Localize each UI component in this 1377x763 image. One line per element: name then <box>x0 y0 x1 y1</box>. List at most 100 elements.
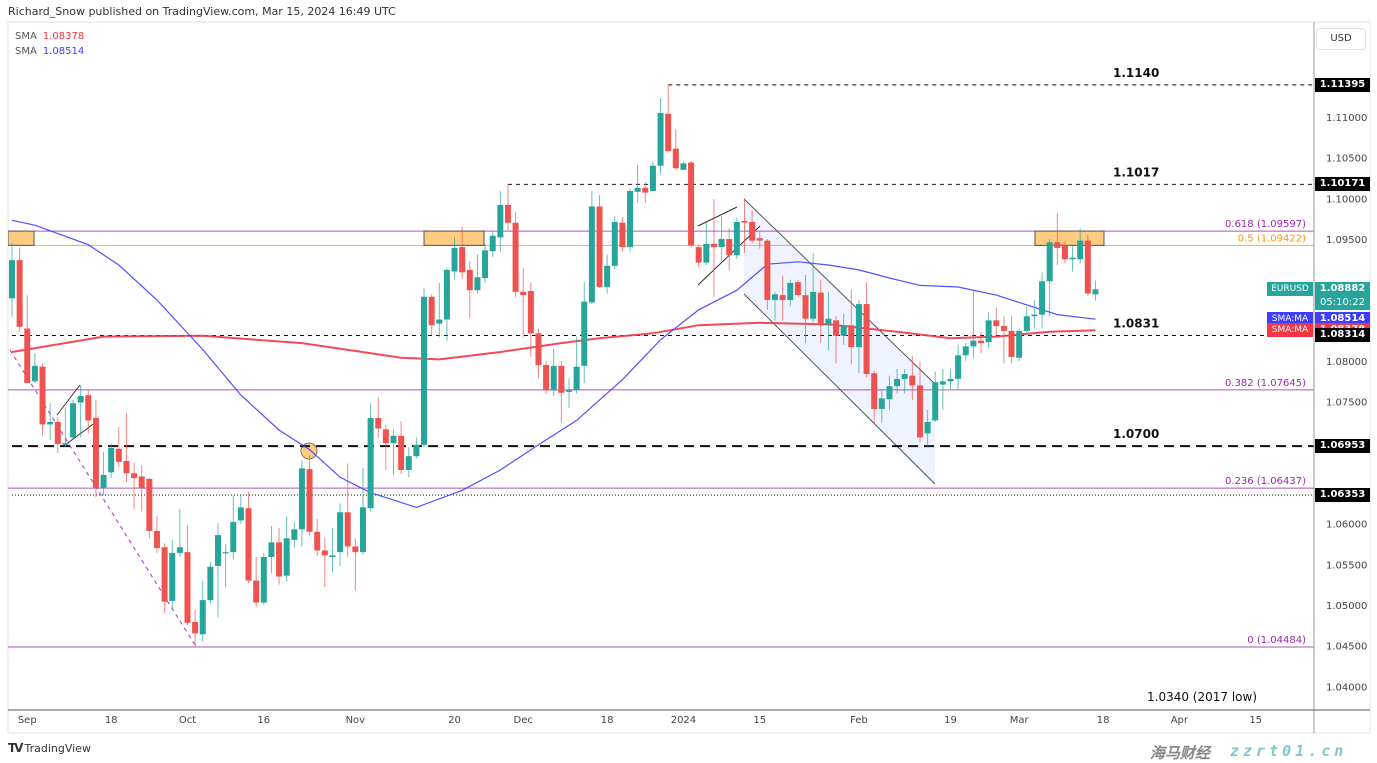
candle[interactable] <box>100 452 107 496</box>
candle[interactable] <box>329 527 336 573</box>
candle[interactable] <box>321 537 328 588</box>
candle[interactable] <box>695 243 702 268</box>
candle[interactable] <box>245 491 252 584</box>
candle[interactable] <box>169 539 176 610</box>
candle[interactable] <box>138 465 145 512</box>
candle[interactable] <box>405 447 412 478</box>
tradingview-logo[interactable]: TV TradingView <box>8 741 91 755</box>
candle[interactable] <box>749 210 756 244</box>
candle[interactable] <box>993 307 1000 335</box>
candle[interactable] <box>497 191 504 253</box>
candle[interactable] <box>726 228 733 270</box>
currency-button[interactable]: USD <box>1316 28 1366 50</box>
candle[interactable] <box>810 252 817 322</box>
candle[interactable] <box>375 396 382 438</box>
candle[interactable] <box>955 344 962 390</box>
candle[interactable] <box>596 195 603 288</box>
candle[interactable] <box>779 275 786 321</box>
candle[interactable] <box>39 363 46 436</box>
candle[interactable] <box>70 400 77 440</box>
candle[interactable] <box>359 468 366 555</box>
candle[interactable] <box>688 160 695 248</box>
candle[interactable] <box>77 385 84 438</box>
candle[interactable] <box>1061 240 1068 264</box>
candle[interactable] <box>92 400 99 497</box>
candle[interactable] <box>466 260 473 318</box>
candle[interactable] <box>1039 272 1046 329</box>
candle[interactable] <box>741 198 748 253</box>
candle[interactable] <box>970 289 977 359</box>
candle[interactable] <box>848 289 855 365</box>
candle[interactable] <box>276 527 283 585</box>
candle[interactable] <box>115 426 122 467</box>
candle[interactable] <box>306 455 313 536</box>
candle[interactable] <box>649 161 656 192</box>
candle[interactable] <box>283 516 290 582</box>
candle[interactable] <box>985 312 992 349</box>
candle[interactable] <box>756 230 763 249</box>
candle[interactable] <box>1031 299 1038 329</box>
candle[interactable] <box>932 371 939 422</box>
candle[interactable] <box>428 294 435 335</box>
candle[interactable] <box>604 254 611 294</box>
candle[interactable] <box>1008 316 1015 364</box>
candle[interactable] <box>886 375 893 410</box>
candle[interactable] <box>573 336 580 394</box>
candle[interactable] <box>352 538 359 592</box>
candle[interactable] <box>291 522 298 549</box>
candle[interactable] <box>344 463 351 557</box>
candle[interactable] <box>459 226 466 279</box>
candle[interactable] <box>413 437 420 459</box>
candle[interactable] <box>611 216 618 270</box>
candle[interactable] <box>1084 234 1091 296</box>
candle[interactable] <box>215 522 222 618</box>
candle[interactable] <box>878 389 885 423</box>
candle[interactable] <box>199 580 206 642</box>
candle[interactable] <box>1046 238 1053 317</box>
candle[interactable] <box>855 299 862 374</box>
candle[interactable] <box>535 328 542 379</box>
candle[interactable] <box>794 279 801 297</box>
candle[interactable] <box>627 188 634 252</box>
candle[interactable] <box>924 409 931 447</box>
candle[interactable] <box>733 217 740 260</box>
candle[interactable] <box>108 443 115 479</box>
candle[interactable] <box>123 413 130 483</box>
candle[interactable] <box>527 282 534 357</box>
candle[interactable] <box>657 98 664 175</box>
candle[interactable] <box>1000 316 1007 364</box>
candle[interactable] <box>588 191 595 305</box>
candle[interactable] <box>672 129 679 170</box>
candle[interactable] <box>634 164 641 204</box>
candle[interactable] <box>1092 280 1099 301</box>
candle[interactable] <box>764 238 771 310</box>
candle[interactable] <box>863 282 870 378</box>
candle[interactable] <box>703 222 710 266</box>
candle[interactable] <box>9 243 15 318</box>
candle[interactable] <box>550 348 557 396</box>
candle[interactable] <box>184 525 191 626</box>
candle[interactable] <box>222 543 229 588</box>
candle[interactable] <box>421 287 428 448</box>
candle[interactable] <box>260 552 267 605</box>
candle[interactable] <box>1054 212 1061 266</box>
candle[interactable] <box>24 295 31 383</box>
candle[interactable] <box>916 361 923 443</box>
candle[interactable] <box>901 369 908 394</box>
candle[interactable] <box>665 84 672 153</box>
candle[interactable] <box>642 182 649 204</box>
candle[interactable] <box>871 370 878 423</box>
legend-sma-50[interactable]: SMA 1.08514 <box>15 44 84 59</box>
candle[interactable] <box>451 237 458 280</box>
candle[interactable] <box>253 556 260 608</box>
candle[interactable] <box>840 313 847 345</box>
candle[interactable] <box>978 331 985 353</box>
candle[interactable] <box>192 609 199 647</box>
candle[interactable] <box>489 230 496 257</box>
candle[interactable] <box>825 291 832 351</box>
legend-sma-200[interactable]: SMA 1.08378 <box>15 29 84 44</box>
candle[interactable] <box>817 279 824 344</box>
candle[interactable] <box>436 282 443 338</box>
candle[interactable] <box>131 462 138 510</box>
candle[interactable] <box>947 369 954 390</box>
